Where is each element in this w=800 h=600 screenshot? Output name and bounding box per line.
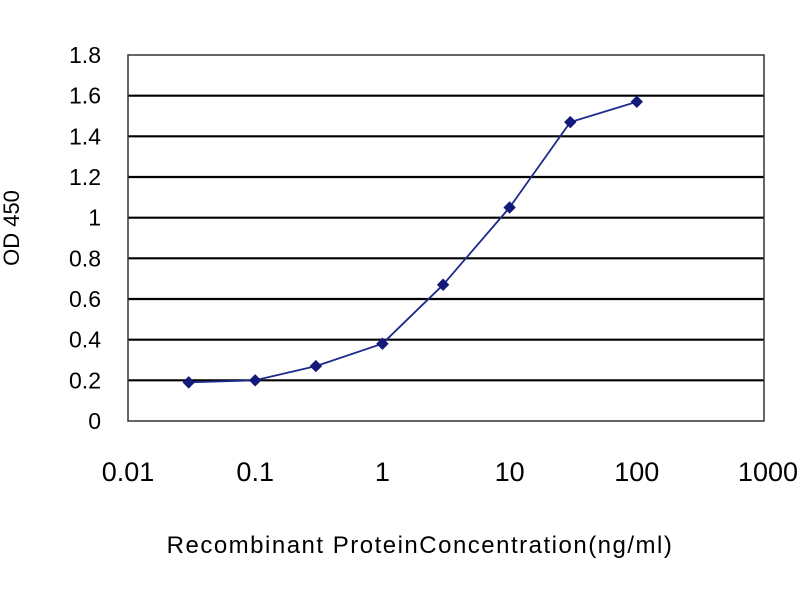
y-tick-label: 0.2 (69, 367, 101, 393)
data-point (182, 376, 195, 389)
x-axis-ticks: 0.01 0.1 1 10 100 1000 (102, 457, 798, 487)
data-point (376, 337, 389, 350)
series (182, 95, 644, 389)
x-axis-label: Recombinant ProteinConcentration(ng/ml) (167, 532, 674, 559)
x-tick-label: 100 (614, 457, 659, 487)
y-tick-label: 0 (88, 408, 101, 434)
x-tick-label: 10 (495, 457, 525, 487)
y-axis-ticks: 0 0.2 0.4 0.6 0.8 1 1.2 1.4 1.6 1.8 (69, 42, 101, 434)
y-axis-label: OD 450 (0, 190, 24, 266)
x-tick-label: 1000 (738, 457, 798, 487)
data-point (436, 278, 450, 291)
data-point (248, 374, 262, 387)
data-point (630, 95, 644, 108)
y-tick-label: 1.8 (69, 42, 101, 68)
data-point (503, 201, 516, 214)
gridlines (128, 94, 764, 382)
y-tick-label: 1.6 (69, 83, 101, 109)
plot-area (127, 54, 765, 422)
y-tick-label: 1.2 (69, 164, 101, 190)
x-tick-label: 0.1 (236, 457, 274, 487)
series-line (188, 100, 638, 384)
y-tick-label: 1 (88, 205, 101, 231)
y-tick-label: 0.6 (69, 286, 101, 312)
y-tick-label: 1.4 (69, 123, 101, 149)
data-point (309, 359, 323, 373)
x-tick-label: 0.01 (102, 457, 155, 487)
y-tick-label: 0.8 (69, 245, 101, 271)
x-tick-label: 1 (375, 457, 390, 487)
data-point (564, 115, 577, 129)
y-tick-label: 0.4 (69, 327, 101, 353)
